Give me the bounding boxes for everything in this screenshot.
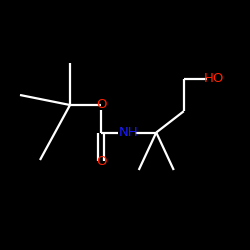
Text: NH: NH — [119, 126, 139, 139]
Text: O: O — [96, 98, 106, 112]
Text: HO: HO — [204, 72, 224, 85]
Text: O: O — [96, 155, 106, 168]
